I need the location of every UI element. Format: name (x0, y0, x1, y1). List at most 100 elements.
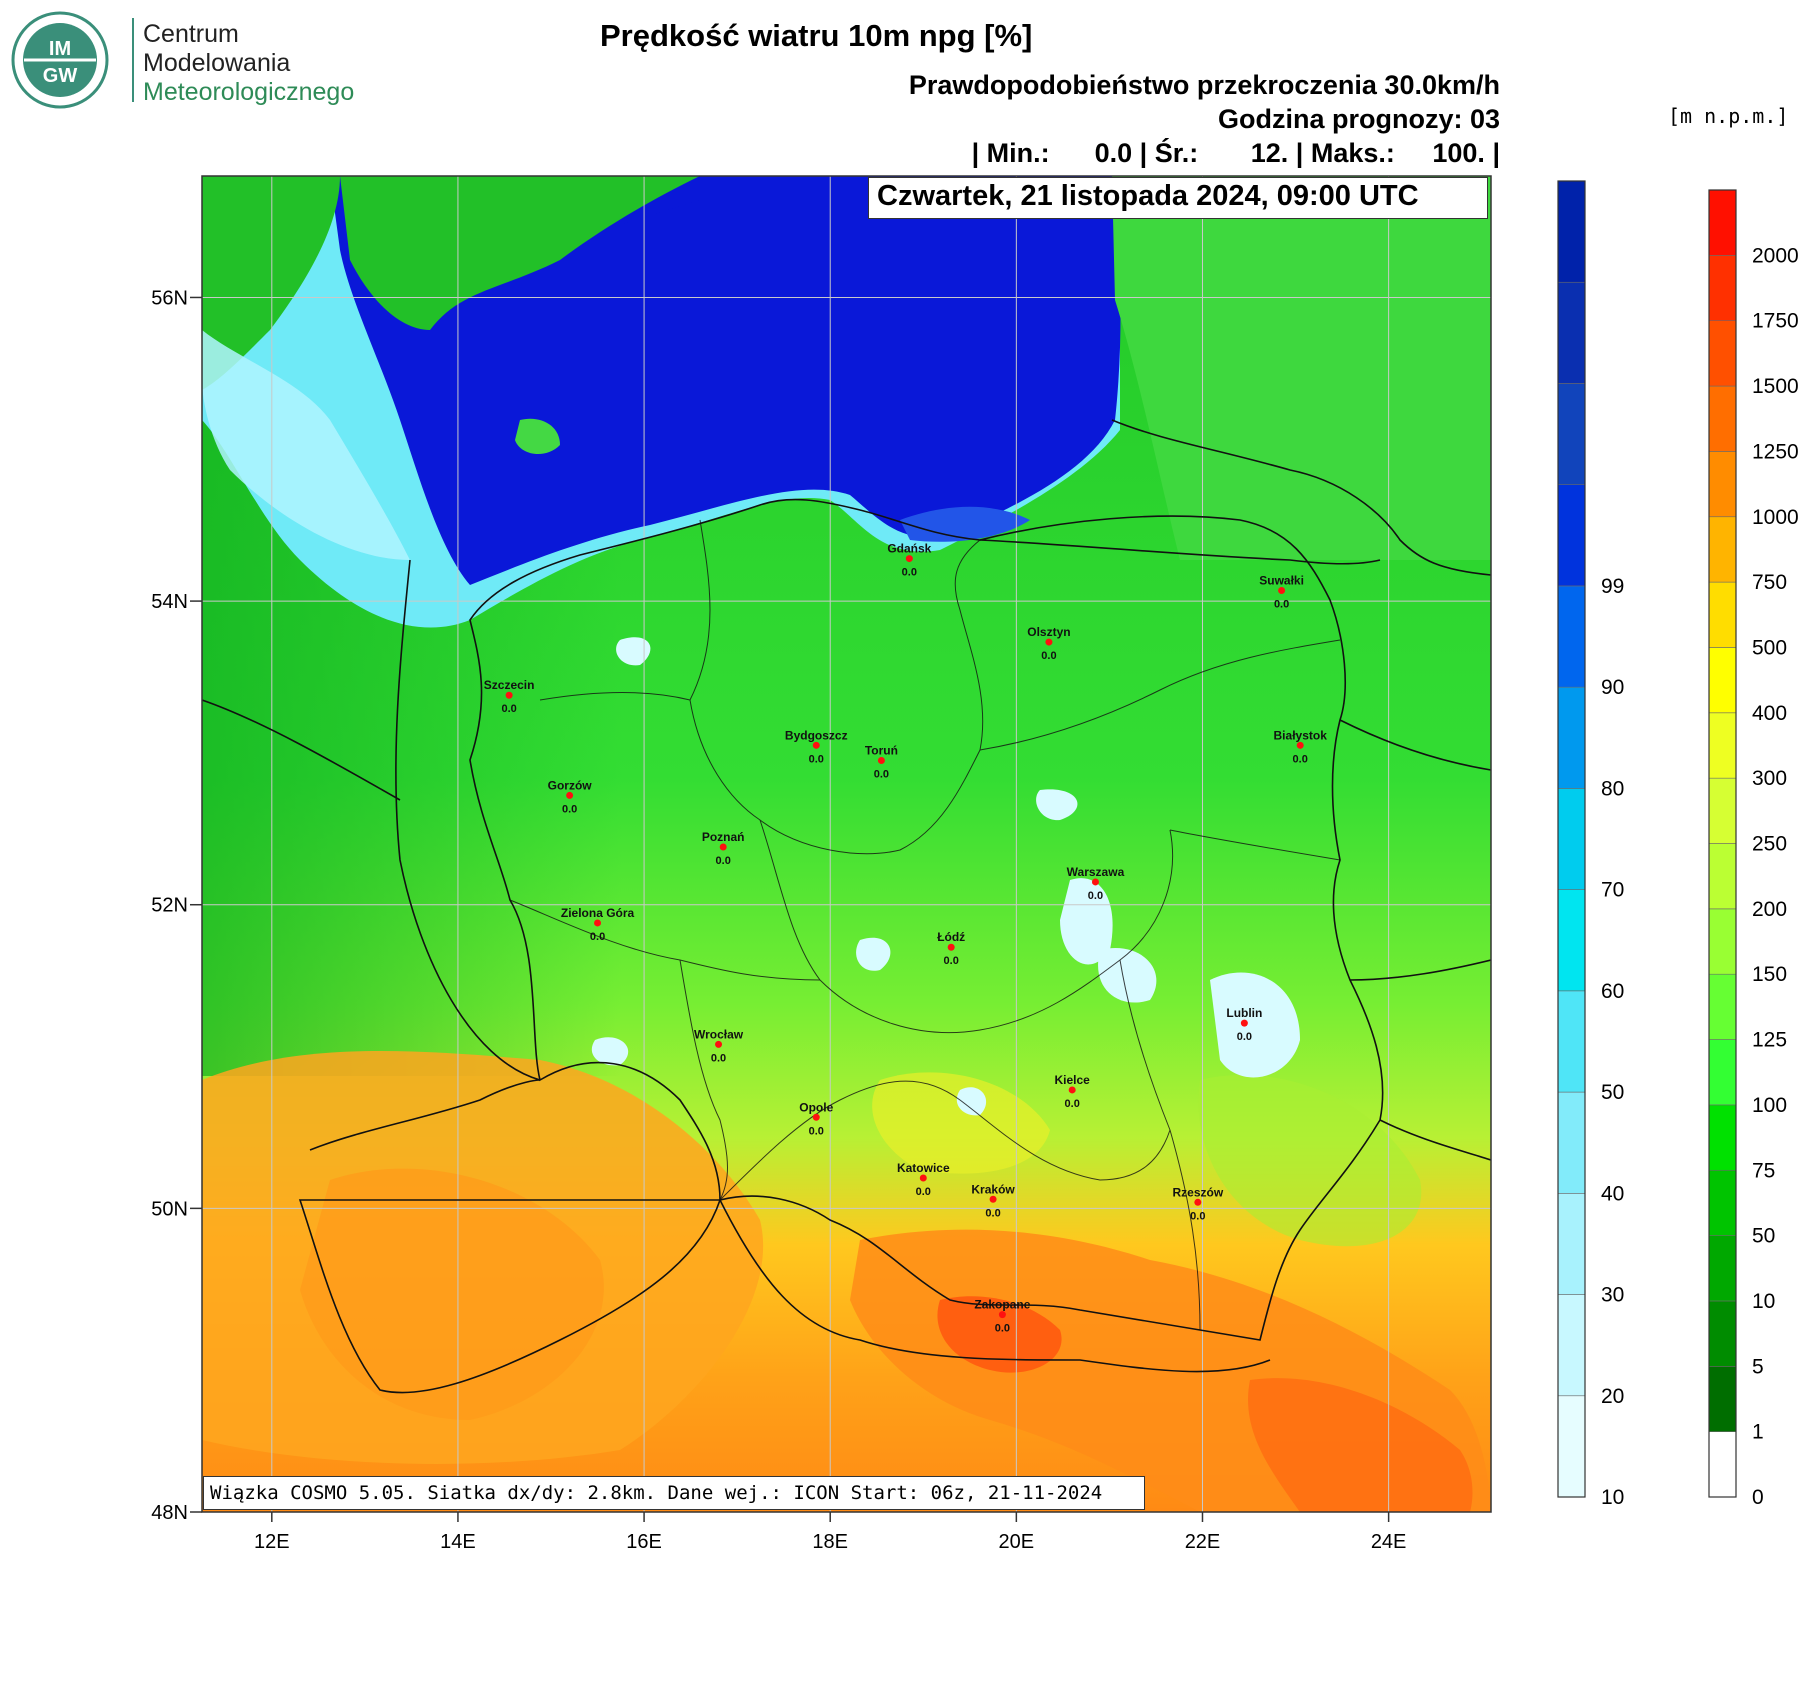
city-dot-icon (947, 943, 955, 951)
colorbar-swatch (1557, 484, 1586, 587)
colorbar-frame (1557, 180, 1586, 1498)
colorbar-label: 1 (1752, 1421, 1764, 1444)
city-name: Szczecin (484, 678, 535, 692)
city-value: 0.0 (995, 1323, 1010, 1335)
city-dot-icon (1045, 638, 1053, 646)
city-marker: Opole 0.0 (799, 1100, 833, 1137)
city-dot-icon (919, 1174, 927, 1182)
city-marker: Gorzów 0.0 (548, 778, 593, 815)
slovakia-border (719, 1199, 1271, 1373)
colorbar-swatch (1708, 1235, 1737, 1302)
colorbar-swatch (1708, 581, 1737, 648)
czech-border (298, 1079, 722, 1394)
colorbar-swatch (1557, 889, 1586, 992)
danish-islands-light (202, 330, 410, 560)
city-marker: Poznań 0.0 (702, 830, 745, 867)
colorbar-label: 50 (1601, 1081, 1624, 1104)
city-name: Poznań (702, 830, 745, 844)
poland-border (469, 498, 1384, 1341)
colorbar-swatch (1557, 1294, 1586, 1397)
kaliningrad-border (979, 539, 1381, 565)
logo: IM GW Centrum Modelowania Meteorologiczn… (10, 10, 370, 110)
colorbar-swatch (1557, 1091, 1586, 1194)
city-marker: Rzeszów 0.0 (1172, 1185, 1223, 1222)
colorbar-swatch (1708, 973, 1737, 1040)
city-value: 0.0 (1088, 890, 1103, 902)
colorbar-label: 80 (1601, 777, 1624, 800)
city-name: Gorzów (548, 778, 593, 792)
sweden-land (340, 176, 700, 330)
city-value: 0.0 (809, 753, 824, 765)
city-dot-icon (998, 1311, 1006, 1319)
city-markers: Gdańsk 0.0 Suwałki 0.0 Olsztyn 0.0 Szczecin 0.0… (484, 542, 1327, 1335)
colorbar-swatch (1708, 320, 1737, 387)
slovak-ore-mts (1248, 1378, 1473, 1512)
colorbar-label: 200 (1752, 898, 1787, 921)
city-value: 0.0 (916, 1186, 931, 1198)
svg-text:IM: IM (49, 38, 71, 60)
colorbar-swatch (1708, 516, 1737, 583)
lat-label: 48N (151, 1502, 188, 1524)
lon-label: 24E (1371, 1531, 1407, 1553)
colorbar-swatch (1557, 1395, 1586, 1498)
colorbar-swatch (1708, 712, 1737, 779)
city-marker: Warszawa 0.0 (1067, 865, 1125, 902)
city-marker: Olsztyn 0.0 (1027, 625, 1070, 662)
logo-line-1: Centrum (143, 20, 239, 48)
colorbar-frame (1708, 189, 1737, 1498)
model-info-text: Wiązka COSMO 5.05. Siatka dx/dy: 2.8km. … (210, 1482, 1103, 1504)
tatra-peaks (937, 1296, 1062, 1373)
city-dot-icon (1068, 1086, 1076, 1094)
colorbar-swatch (1708, 1169, 1737, 1236)
city-dot-icon (1091, 878, 1099, 886)
colorbar-label: 125 (1752, 1029, 1787, 1052)
city-dot-icon (594, 919, 602, 927)
city-name: Warszawa (1067, 865, 1125, 879)
city-name: Suwałki (1259, 573, 1304, 587)
city-name: Łódź (937, 930, 965, 944)
colorbar-swatch (1708, 255, 1737, 322)
colorbar-label: 75 (1752, 1159, 1775, 1182)
baltic-east-land (1112, 176, 1491, 560)
city-marker: Gdańsk 0.0 (887, 542, 931, 579)
voivodeship-borders (509, 519, 1341, 1331)
lon-label: 12E (254, 1531, 290, 1553)
city-marker: Kielce 0.0 (1055, 1073, 1091, 1110)
city-marker: Katowice 0.0 (897, 1161, 950, 1198)
colorbar-swatch (1557, 990, 1586, 1093)
bohemia-highland (300, 1168, 604, 1420)
city-dot-icon (1194, 1198, 1202, 1206)
model-info-box: Wiązka COSMO 5.05. Siatka dx/dy: 2.8km. … (203, 1476, 1145, 1510)
colorbar-swatch (1708, 1366, 1737, 1432)
colorbar-swatch (1557, 281, 1586, 384)
city-value: 0.0 (809, 1125, 824, 1137)
logo-line-2: Modelowania (143, 49, 291, 77)
colorbar-label: 1250 (1752, 440, 1799, 463)
logo-line-3: Meteorologicznego (143, 78, 355, 106)
city-name: Zakopane (974, 1298, 1030, 1312)
city-value: 0.0 (1065, 1098, 1080, 1110)
lon-label: 18E (812, 1531, 848, 1553)
city-dot-icon (989, 1195, 997, 1203)
city-value: 0.0 (1274, 598, 1289, 610)
city-dot-icon (715, 1040, 723, 1048)
city-dot-icon (505, 691, 513, 699)
lon-label: 16E (626, 1531, 662, 1553)
city-value: 0.0 (711, 1052, 726, 1064)
colorbar-swatch (1708, 1104, 1737, 1171)
colorbar-label: 20 (1601, 1385, 1624, 1408)
colorbar-label: 70 (1601, 879, 1624, 902)
colorbar-label: 50 (1752, 1225, 1775, 1248)
city-dot-icon (1278, 586, 1286, 594)
city-name: Białystok (1274, 728, 1328, 742)
city-name: Bydgoszcz (785, 728, 848, 742)
city-dot-icon (1240, 1019, 1248, 1027)
city-value: 0.0 (1293, 753, 1308, 765)
lat-label: 56N (151, 287, 188, 309)
colorbar-label: 1750 (1752, 310, 1799, 333)
colorbar-swatch (1557, 1193, 1586, 1295)
city-value: 0.0 (590, 931, 605, 943)
map-frame (201, 175, 1492, 1513)
